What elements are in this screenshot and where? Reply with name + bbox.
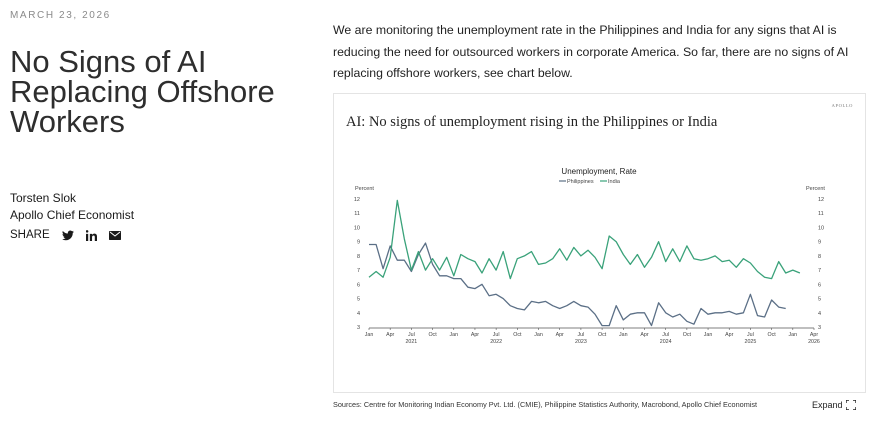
share-label: SHARE [10, 229, 50, 241]
x-tick-label: Apr [640, 332, 648, 338]
x-tick-label: Jul [747, 332, 754, 338]
x-tick-label: Jan [619, 332, 628, 338]
x-tick-label: Jul [662, 332, 669, 338]
linkedin-icon[interactable] [85, 229, 97, 241]
legend: Philippines India [559, 179, 621, 185]
chart-sources: Sources: Centre for Monitoring Indian Ec… [333, 400, 758, 409]
y-tick-label-right: 10 [818, 225, 824, 231]
y-tick-label-right: 4 [818, 311, 821, 317]
x-tick-label: Apr [471, 332, 479, 338]
x-tick-label: Oct [683, 332, 692, 338]
x-tick-label: Apr [725, 332, 733, 338]
x-tick-label: Jan [365, 332, 374, 338]
author-role: Apollo Chief Economist [10, 208, 135, 222]
y-tick-label-right: 3 [818, 325, 821, 331]
y-tick-label-right: 6 [818, 282, 821, 288]
author-block: Torsten Slok Apollo Chief Economist [10, 190, 134, 224]
y-tick-label-right: 5 [818, 297, 821, 303]
y-axis-label-left: Percent [355, 186, 374, 192]
x-year-label: 2023 [575, 339, 587, 345]
y-tick-label-left: 8 [357, 254, 360, 260]
line-chart: Unemployment, Rate Philippines India Per… [354, 167, 826, 345]
y-tick-label-right: 12 [818, 197, 824, 203]
x-tick-label: Oct [513, 332, 522, 338]
legend-label-india: India [608, 179, 621, 185]
x-tick-label: Jan [449, 332, 458, 338]
y-tick-label-left: 11 [354, 211, 360, 217]
x-tick-label: Apr [556, 332, 564, 338]
article-date: MARCH 23, 2026 [10, 10, 111, 21]
y-tick-label-left: 6 [357, 282, 360, 288]
article-intro: We are monitoring the unemployment rate … [333, 23, 849, 80]
chart-title: AI: No signs of unemployment rising in t… [346, 114, 718, 130]
x-tick-label: Apr [810, 332, 818, 338]
y-tick-label-left: 5 [357, 297, 360, 303]
legend-title: Unemployment, Rate [561, 167, 637, 176]
x-tick-label: Jan [789, 332, 798, 338]
x-year-label: 2024 [660, 339, 672, 345]
expand-label: Expand [812, 400, 843, 410]
y-tick-label-left: 10 [354, 225, 360, 231]
x-tick-label: Jan [704, 332, 713, 338]
x-tick-label: Oct [598, 332, 607, 338]
y-tick-label-left: 4 [357, 311, 360, 317]
x-year-label: 2022 [490, 339, 502, 345]
y-tick-label-left: 9 [357, 240, 360, 246]
share-bar: SHARE [10, 229, 121, 241]
expand-icon [845, 400, 856, 410]
series-line-philippines [369, 242, 786, 327]
email-icon[interactable] [108, 230, 121, 240]
y-tick-label-right: 8 [818, 254, 821, 260]
x-year-label: 2025 [745, 339, 757, 345]
x-tick-label: Jul [578, 332, 585, 338]
y-tick-label-left: 3 [357, 325, 360, 331]
y-tick-label-left: 7 [357, 268, 360, 274]
twitter-icon[interactable] [61, 229, 74, 241]
apollo-logo: APOLLO [831, 103, 853, 108]
x-year-label: 2021 [405, 339, 417, 345]
y-axis-label-right: Percent [806, 186, 825, 192]
y-tick-label-right: 11 [818, 211, 824, 217]
expand-button[interactable]: Expand [812, 400, 856, 410]
x-tick-label: Oct [767, 332, 776, 338]
x-year-label: 2026 [808, 339, 820, 345]
x-tick-label: Apr [386, 332, 394, 338]
chart-card: APOLLO AI: No signs of unemployment risi… [333, 93, 866, 393]
article-title: No Signs of AI Replacing Offshore Worker… [10, 44, 275, 139]
legend-label-philippines: Philippines [567, 179, 594, 185]
x-tick-label: Jan [534, 332, 543, 338]
y-tick-label-right: 9 [818, 240, 821, 246]
y-tick-label-right: 7 [818, 268, 821, 274]
author-name[interactable]: Torsten Slok [10, 191, 77, 205]
y-tick-label-left: 12 [354, 197, 360, 203]
x-tick-label: Oct [428, 332, 437, 338]
series-line-india [368, 199, 801, 280]
x-tick-label: Jul [408, 332, 415, 338]
x-tick-label: Jul [493, 332, 500, 338]
